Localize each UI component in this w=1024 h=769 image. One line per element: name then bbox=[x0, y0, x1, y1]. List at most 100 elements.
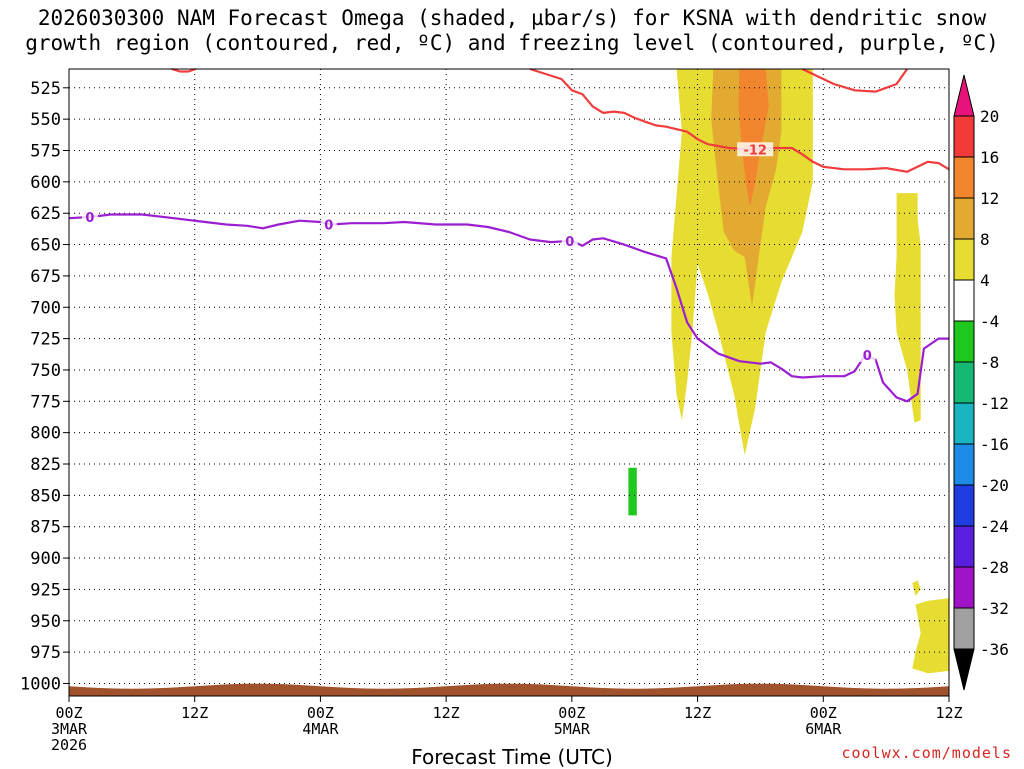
y-tick-label: 775 bbox=[30, 392, 61, 412]
y-tick-label: 550 bbox=[30, 110, 61, 130]
x-tick-label-line: 12Z bbox=[433, 704, 460, 722]
colorbar-swatch bbox=[953, 402, 975, 445]
y-tick-label: 750 bbox=[30, 361, 61, 381]
contour-label: 0 bbox=[85, 211, 94, 226]
contour-label-bg bbox=[81, 209, 98, 224]
colorbar-label: -16 bbox=[980, 435, 1009, 454]
y-tick-label: 975 bbox=[30, 643, 61, 663]
x-tick-label: 12Z bbox=[935, 704, 962, 722]
y-tick-label: 675 bbox=[30, 267, 61, 287]
colorbar-swatch bbox=[953, 320, 975, 363]
colorbar-label: -32 bbox=[980, 599, 1009, 618]
y-tick-label: 600 bbox=[30, 173, 61, 193]
chart-title-line: 2026030300 NAM Forecast Omega (shaded, µ… bbox=[37, 6, 987, 30]
plot-frame bbox=[68, 68, 950, 697]
x-tick-label-line: 2026 bbox=[51, 736, 87, 754]
y-tick-label: 925 bbox=[30, 580, 61, 600]
x-tick-label-line: 00Z bbox=[55, 704, 82, 722]
x-tick-label: 12Z bbox=[684, 704, 711, 722]
omega-region bbox=[912, 598, 949, 674]
contour-label-bg bbox=[561, 233, 578, 248]
y-tick-label: 800 bbox=[30, 424, 61, 444]
colorbar-swatch bbox=[953, 361, 975, 404]
contour-label: -12 bbox=[743, 143, 767, 158]
contour-line bbox=[801, 68, 909, 93]
y-tick-label: 875 bbox=[30, 518, 61, 538]
x-tick-label: 00Z 3MAR 2026 bbox=[51, 704, 88, 754]
colorbar-label: 8 bbox=[980, 230, 990, 249]
contour-line bbox=[171, 67, 197, 73]
contour-line bbox=[529, 67, 950, 173]
omega-shading-layer bbox=[628, 69, 949, 674]
credit-link[interactable]: coolwx.com/models bbox=[841, 744, 1012, 762]
y-tick-label: 825 bbox=[30, 455, 61, 475]
x-tick-label: 00Z 5MAR bbox=[554, 704, 591, 738]
chart-title-line: growth region (contoured, red, ºC) and f… bbox=[25, 31, 999, 55]
colorbar-label: -4 bbox=[980, 312, 999, 331]
omega-region bbox=[628, 467, 637, 516]
colorbar-label: -20 bbox=[980, 476, 1009, 495]
terrain-surface bbox=[69, 683, 949, 696]
colorbar-swatch bbox=[953, 197, 975, 240]
x-tick-label-line: 3MAR bbox=[51, 720, 88, 738]
x-tick-label-line: 00Z bbox=[558, 704, 585, 722]
contour-label-bg bbox=[320, 217, 337, 232]
colorbar-swatch bbox=[953, 566, 975, 609]
grid-layer bbox=[68, 69, 950, 696]
colorbar-swatch bbox=[953, 525, 975, 568]
x-tick-label: 12Z bbox=[181, 704, 208, 722]
omega-region bbox=[738, 69, 769, 207]
terrain-layer bbox=[69, 683, 949, 696]
axes-layer: 525 550 575 600 625 650 675 700 725 750 775 800 825 8… bbox=[20, 79, 963, 754]
contour-label: 0 bbox=[324, 218, 333, 233]
x-tick-label: 12Z bbox=[433, 704, 460, 722]
omega-region bbox=[894, 193, 921, 423]
x-axis-label: Forecast Time (UTC) bbox=[411, 745, 613, 769]
colorbar-label: 12 bbox=[980, 189, 999, 208]
colorbar-label: -36 bbox=[980, 640, 1009, 659]
contour-label: 0 bbox=[565, 235, 574, 250]
y-tick-label: 725 bbox=[30, 330, 61, 350]
x-tick-label-line: 00Z bbox=[307, 704, 334, 722]
x-tick-label-line: 6MAR bbox=[805, 720, 842, 738]
x-tick-label: 00Z 6MAR bbox=[805, 704, 842, 738]
colorbar-swatch bbox=[953, 607, 975, 650]
colorbar-label: -8 bbox=[980, 353, 999, 372]
colorbar-swatch bbox=[953, 443, 975, 486]
colorbar-swatch bbox=[953, 648, 975, 691]
omega-region bbox=[671, 69, 813, 456]
y-tick-label: 525 bbox=[30, 79, 61, 99]
y-tick-label: 950 bbox=[30, 612, 61, 632]
colorbar-swatch bbox=[953, 238, 975, 281]
y-tick-label: 650 bbox=[30, 236, 61, 256]
y-tick-label: 900 bbox=[30, 549, 61, 569]
y-tick-label: 700 bbox=[30, 298, 61, 318]
x-tick-label-line: 4MAR bbox=[302, 720, 339, 738]
contour-layer: 0 0 0 0 -12 bbox=[68, 67, 950, 403]
colorbar-swatch bbox=[953, 115, 975, 158]
chart-title: 2026030300 NAM Forecast Omega (shaded, µ… bbox=[0, 6, 1024, 56]
colorbar-swatch bbox=[953, 156, 975, 199]
colorbar-label: 20 bbox=[980, 107, 999, 126]
x-tick-label-line: 12Z bbox=[935, 704, 962, 722]
colorbar-swatch bbox=[953, 484, 975, 527]
colorbar: 20 16 12 8 4 -4 -8 -12 -16 -20 -24 -28 -32 -36 bbox=[953, 74, 1009, 691]
contour-line bbox=[68, 213, 949, 403]
y-tick-label: 625 bbox=[30, 204, 61, 224]
colorbar-label: 16 bbox=[980, 148, 999, 167]
y-tick-label: 850 bbox=[30, 486, 61, 506]
colorbar-swatch bbox=[953, 279, 975, 322]
contour-label-bg bbox=[737, 142, 774, 157]
x-tick-label-line: 12Z bbox=[181, 704, 208, 722]
colorbar-label: 4 bbox=[980, 271, 990, 290]
colorbar-label: -24 bbox=[980, 517, 1009, 536]
colorbar-label: -28 bbox=[980, 558, 1009, 577]
x-tick-label: 00Z 4MAR bbox=[302, 704, 339, 738]
colorbar-label: -12 bbox=[980, 394, 1009, 413]
x-tick-label-line: 12Z bbox=[684, 704, 711, 722]
omega-region bbox=[912, 580, 921, 596]
contour-label-bg bbox=[859, 347, 876, 362]
x-tick-label-line: 5MAR bbox=[554, 720, 591, 738]
x-tick-label-line: 00Z bbox=[810, 704, 837, 722]
